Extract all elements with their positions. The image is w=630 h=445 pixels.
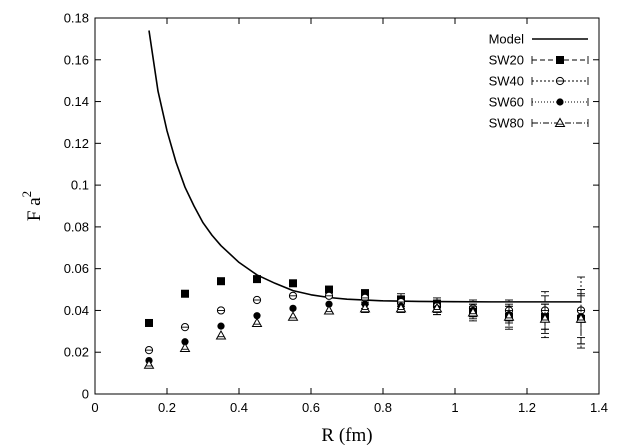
data-point — [179, 342, 191, 353]
legend-label-sw40: SW40 — [489, 74, 524, 89]
x-tick-label: 1 — [451, 400, 458, 415]
data-point — [289, 279, 297, 288]
y-tick-label: 0.14 — [64, 94, 89, 109]
data-point — [323, 304, 335, 315]
data-point — [217, 277, 225, 286]
data-point — [181, 338, 189, 346]
y-axis-title-base: F a — [24, 197, 45, 221]
data-point — [253, 312, 261, 320]
tick-labels: 0 0.2 0.4 0.6 0.8 1 1.2 1.4 0 0.02 0.04 0.06 0.08 0.1… — [64, 11, 608, 416]
legend-marker-sw60 — [556, 98, 564, 106]
series-layer — [143, 275, 587, 369]
y-tick-label: 0.16 — [64, 52, 89, 67]
y-tick-label: 0.12 — [64, 136, 89, 151]
model-curve — [148, 30, 581, 303]
plot-frame — [94, 17, 600, 395]
series-sw80 — [143, 293, 587, 369]
legend-label-sw20: SW20 — [489, 53, 524, 68]
x-tick-label: 0.8 — [374, 400, 392, 415]
data-point — [253, 275, 261, 284]
x-tick-label: 0 — [91, 400, 98, 415]
y-tick-label: 0.08 — [64, 219, 89, 234]
legend-marker-sw20 — [556, 56, 564, 64]
data-point — [251, 317, 263, 327]
data-point — [145, 318, 153, 327]
data-point — [325, 285, 333, 294]
y-tick-label: 0 — [82, 387, 89, 402]
y-tick-label: 0.06 — [64, 261, 89, 276]
y-tick-label: 0.18 — [64, 11, 89, 26]
x-tick-label: 0.4 — [230, 400, 248, 415]
legend: Model SW20 SW40 SW60 SW80 — [489, 32, 589, 131]
y-tick-label: 0.1 — [71, 178, 89, 193]
legend-marker-sw80 — [554, 117, 566, 127]
x-axis-title: R (fm) — [321, 425, 372, 445]
y-tick-label: 0.02 — [64, 345, 89, 360]
legend-label-model: Model — [489, 32, 525, 47]
data-point — [181, 289, 189, 298]
legend-label-sw60: SW60 — [489, 95, 524, 110]
data-point — [325, 300, 333, 308]
x-tick-label: 0.2 — [158, 400, 176, 415]
data-point — [215, 329, 227, 340]
legend-label-sw80: SW80 — [489, 116, 524, 131]
series-sw40 — [144, 276, 586, 355]
data-point — [287, 311, 299, 321]
data-point — [289, 304, 297, 312]
data-point — [217, 322, 225, 330]
axis-ticks — [94, 17, 600, 395]
x-tick-label: 0.6 — [302, 400, 320, 415]
y-axis-title-sup: 2 — [19, 191, 34, 198]
x-tick-label: 1.4 — [590, 400, 608, 415]
model-layer — [148, 30, 581, 303]
y-axis-title: F a2 — [19, 191, 45, 221]
x-tick-label: 1.2 — [518, 400, 536, 415]
y-tick-label: 0.04 — [64, 303, 89, 318]
